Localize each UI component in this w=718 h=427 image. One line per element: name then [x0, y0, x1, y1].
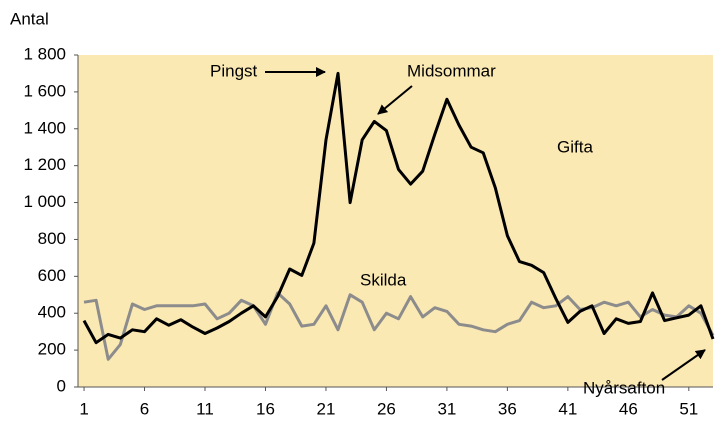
- series-line: [82, 71, 715, 345]
- x-tick-label: 11: [196, 399, 214, 418]
- y-tick-label: 1 400: [23, 118, 66, 137]
- y-tick-label: 0: [57, 376, 66, 395]
- annotation: Nyårsafton: [583, 378, 665, 397]
- series-label: Skilda: [360, 270, 407, 289]
- annotation-arrow: [661, 349, 706, 381]
- annotation: Pingst: [210, 61, 258, 80]
- annotation: Midsommar: [407, 61, 496, 80]
- y-axis-label: Antal: [10, 9, 49, 28]
- y-tick-label: 600: [38, 266, 66, 285]
- y-tick-label: 1 600: [23, 81, 66, 100]
- plot-area: [78, 55, 713, 387]
- x-tick-label: 36: [498, 399, 517, 418]
- y-tick-label: 800: [38, 229, 66, 248]
- x-tick-label: 6: [140, 399, 149, 418]
- x-tick-label: 16: [256, 399, 275, 418]
- x-tick-label: 46: [619, 399, 638, 418]
- x-tick-label: 31: [437, 399, 456, 418]
- y-tick-label: 1 800: [23, 44, 66, 63]
- annotation-arrow: [377, 85, 413, 115]
- series-line: [83, 291, 715, 361]
- y-tick-label: 1 200: [23, 155, 66, 174]
- x-tick-label: 1: [79, 399, 88, 418]
- series-label: Gifta: [557, 137, 593, 156]
- y-tick-label: 200: [38, 340, 66, 359]
- y-tick-label: 1 000: [23, 192, 66, 211]
- x-tick-label: 51: [679, 399, 698, 418]
- x-tick-label: 41: [558, 399, 577, 418]
- y-tick-label: 400: [38, 303, 66, 322]
- x-tick-label: 26: [377, 399, 396, 418]
- x-tick-label: 21: [316, 399, 335, 418]
